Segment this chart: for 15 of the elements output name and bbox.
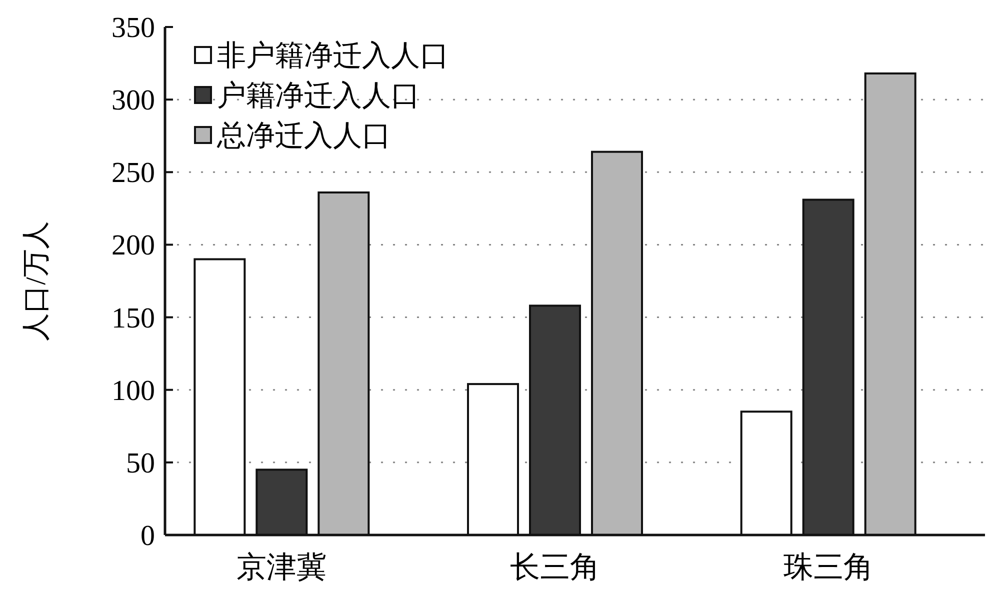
y-tick-label: 350 <box>112 12 155 44</box>
legend-label: 户籍净迁入人口 <box>217 80 420 112</box>
y-tick-label: 0 <box>140 520 155 552</box>
y-tick-label: 150 <box>112 302 155 334</box>
y-axis-title: 人口/万人 <box>21 221 52 341</box>
legend-label: 总净迁入人口 <box>216 120 391 152</box>
y-tick-label: 100 <box>112 374 155 407</box>
y-tick-label: 250 <box>112 157 155 190</box>
y-tick-label: 200 <box>112 230 155 262</box>
x-tick-label: 京津冀 <box>236 551 327 584</box>
x-tick-label: 珠三角 <box>783 551 874 584</box>
y-tick-label: 300 <box>112 84 155 117</box>
legend-label: 非户籍净迁入人口 <box>217 40 449 72</box>
x-tick-label: 长三角 <box>510 551 600 584</box>
y-tick-label: 50 <box>126 447 155 480</box>
